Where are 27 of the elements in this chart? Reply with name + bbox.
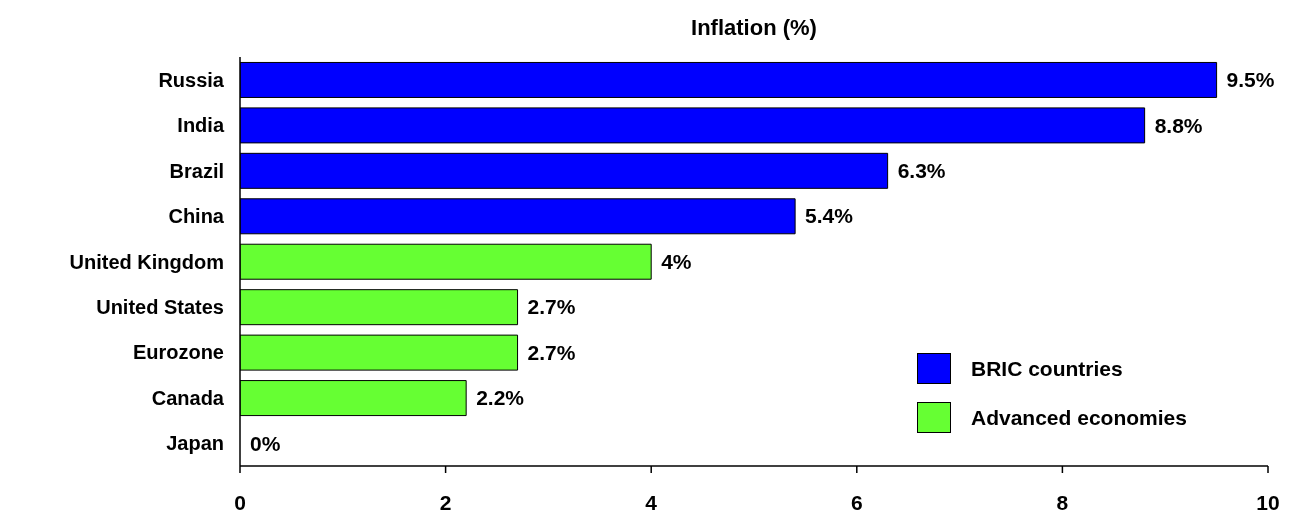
data-label: 0% <box>250 431 281 455</box>
x-tick-label: 6 <box>850 490 863 514</box>
data-label: 4% <box>661 249 692 273</box>
data-label: 6.3% <box>897 158 946 182</box>
x-tick-label: 10 <box>1256 490 1280 514</box>
y-tick-label: Eurozone <box>132 341 224 364</box>
y-tick-label: Brazil <box>169 159 224 182</box>
y-tick-label: Japan <box>166 432 224 455</box>
y-tick-label: India <box>177 114 225 137</box>
data-label: 9.5% <box>1226 68 1275 92</box>
y-tick-label: United Kingdom <box>69 250 224 273</box>
x-tick-label: 8 <box>1056 490 1069 514</box>
legend-label: Advanced economies <box>971 405 1187 430</box>
x-tick-label: 2 <box>439 490 452 514</box>
x-tick-label: 0 <box>234 490 246 514</box>
legend-label: BRIC countries <box>971 356 1123 381</box>
data-label: 2.2% <box>476 386 525 410</box>
y-tick-label: Canada <box>151 386 225 409</box>
data-label: 5.4% <box>805 204 854 228</box>
x-tick-label: 4 <box>645 490 658 514</box>
y-tick-label: Russia <box>158 68 225 91</box>
chart-title: Inflation (%) <box>690 13 818 42</box>
y-tick-label: United States <box>96 296 224 319</box>
data-label: 2.7% <box>527 340 576 364</box>
y-tick-label: China <box>168 205 225 228</box>
data-label: 2.7% <box>527 295 576 319</box>
data-label: 8.8% <box>1154 113 1203 137</box>
